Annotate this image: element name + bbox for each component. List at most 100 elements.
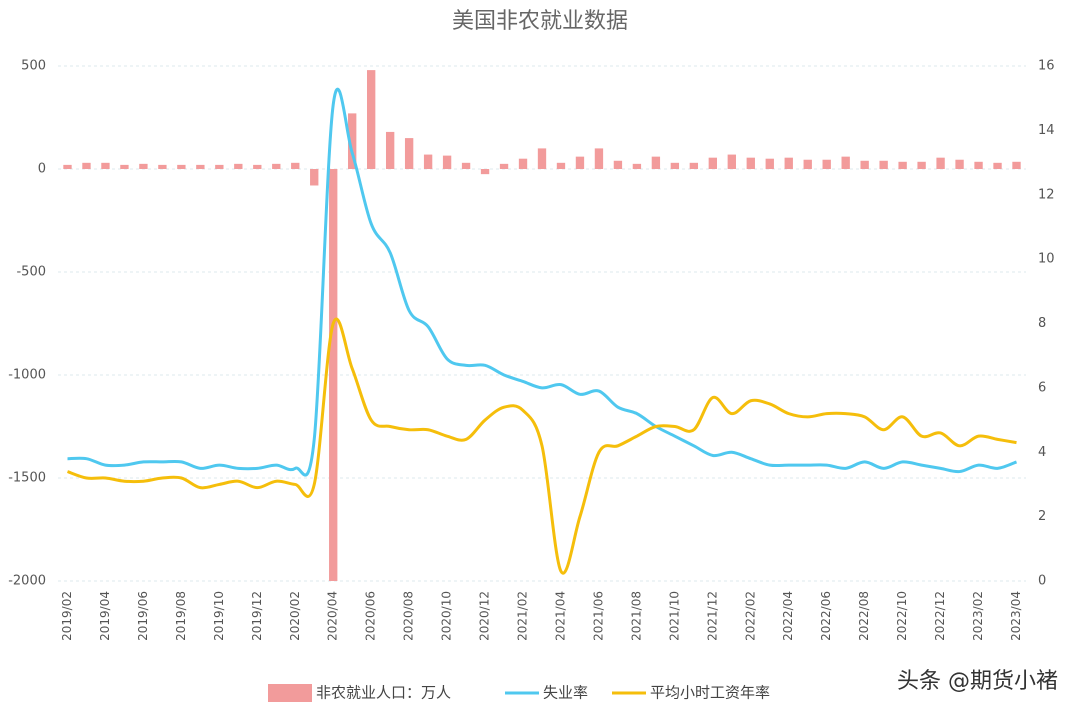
legend-label: 平均小时工资年率 [650, 684, 770, 702]
x-tick-label: 2022/02 [743, 591, 757, 641]
bar [537, 148, 547, 169]
y-tick-label: -1000 [8, 368, 46, 383]
x-tick-label: 2021/06 [591, 591, 605, 641]
bar [594, 148, 604, 169]
bar [1012, 161, 1021, 169]
bar [82, 162, 91, 169]
bar [708, 157, 717, 169]
legend-swatch [268, 684, 312, 702]
bar [423, 154, 433, 169]
x-tick-label: 2019/04 [98, 591, 112, 641]
bar [367, 70, 376, 169]
bar [765, 158, 774, 169]
bar [670, 162, 680, 169]
x-tick-label: 2019/12 [250, 591, 264, 641]
bar [385, 131, 395, 169]
bar [613, 160, 623, 169]
y2-tick-label: 8 [1038, 316, 1046, 331]
bar [348, 113, 357, 169]
x-tick-label: 2022/04 [781, 591, 795, 641]
x-tick-label: 2021/08 [629, 591, 643, 641]
bar [120, 164, 129, 169]
watermark: 头条 @期货小褚 [897, 669, 1058, 694]
bar [841, 156, 850, 169]
bar [860, 160, 869, 169]
bar [442, 155, 452, 169]
x-tick-label: 2021/10 [667, 591, 681, 641]
legend-label: 失业率 [543, 684, 588, 702]
bar [917, 161, 926, 169]
bar [499, 163, 509, 169]
chart-title: 美国非农就业数据 [452, 9, 628, 34]
y-tick-label: 0 [38, 162, 46, 177]
x-tick-label: 2021/02 [516, 591, 530, 641]
x-tick-label: 2022/08 [857, 591, 871, 641]
bar [139, 163, 148, 169]
y2-tick-label: 2 [1038, 509, 1046, 524]
x-tick-label: 2022/06 [819, 591, 833, 641]
bar [651, 156, 661, 169]
bar [518, 158, 528, 169]
x-tick-label: 2022/10 [895, 591, 909, 641]
bar [215, 164, 224, 169]
bar [461, 162, 471, 169]
x-tick-label: 2019/10 [212, 591, 226, 641]
bar [101, 162, 110, 169]
y-tick-label: -500 [16, 265, 46, 280]
bar [253, 164, 262, 169]
bar [404, 138, 414, 169]
bar [974, 161, 983, 169]
y2-tick-label: 10 [1038, 252, 1055, 267]
bar [291, 162, 300, 169]
x-tick-label: 2022/12 [933, 591, 947, 641]
bar [898, 161, 907, 169]
x-tick-label: 2020/02 [288, 591, 302, 641]
x-tick-label: 2023/04 [1009, 591, 1023, 641]
bar [879, 160, 888, 169]
bar [822, 159, 831, 169]
bar [272, 163, 281, 169]
line [67, 87, 1018, 477]
x-tick-label: 2020/12 [478, 591, 492, 641]
y2-tick-label: 0 [1038, 574, 1046, 589]
bar [196, 164, 205, 169]
x-tick-label: 2020/10 [440, 591, 454, 641]
y2-tick-label: 16 [1038, 59, 1055, 74]
x-tick-label: 2021/04 [553, 591, 567, 641]
bar [575, 156, 585, 169]
bar [955, 159, 964, 169]
y2-tick-label: 12 [1038, 187, 1055, 202]
bar [689, 162, 699, 169]
legend-label: 非农就业人口：万人 [316, 684, 451, 702]
y2-tick-label: 4 [1038, 445, 1046, 460]
x-tick-label: 2020/06 [364, 591, 378, 641]
bar [234, 163, 243, 169]
bar [746, 157, 755, 169]
x-tick-label: 2020/04 [326, 591, 340, 641]
y-tick-label: -1500 [8, 471, 46, 486]
bar [632, 163, 642, 169]
bar [993, 162, 1002, 169]
x-tick-label: 2019/02 [60, 591, 74, 641]
y2-tick-label: 14 [1038, 123, 1055, 138]
bar [63, 164, 72, 169]
bar [784, 157, 793, 169]
x-tick-label: 2019/08 [174, 591, 188, 641]
y2-tick-label: 6 [1038, 380, 1046, 395]
bar [556, 162, 566, 169]
bar [727, 154, 736, 169]
x-tick-label: 2023/02 [971, 591, 985, 641]
y-tick-label: -2000 [8, 574, 46, 589]
bar [936, 157, 945, 169]
bar [177, 164, 186, 169]
x-tick-label: 2019/06 [136, 591, 150, 641]
bar [480, 169, 490, 175]
line [66, 317, 1017, 575]
bar [329, 169, 338, 581]
x-tick-label: 2020/08 [402, 591, 416, 641]
x-tick-label: 2021/12 [705, 591, 719, 641]
bar [310, 169, 319, 186]
y-tick-label: 500 [21, 59, 46, 74]
